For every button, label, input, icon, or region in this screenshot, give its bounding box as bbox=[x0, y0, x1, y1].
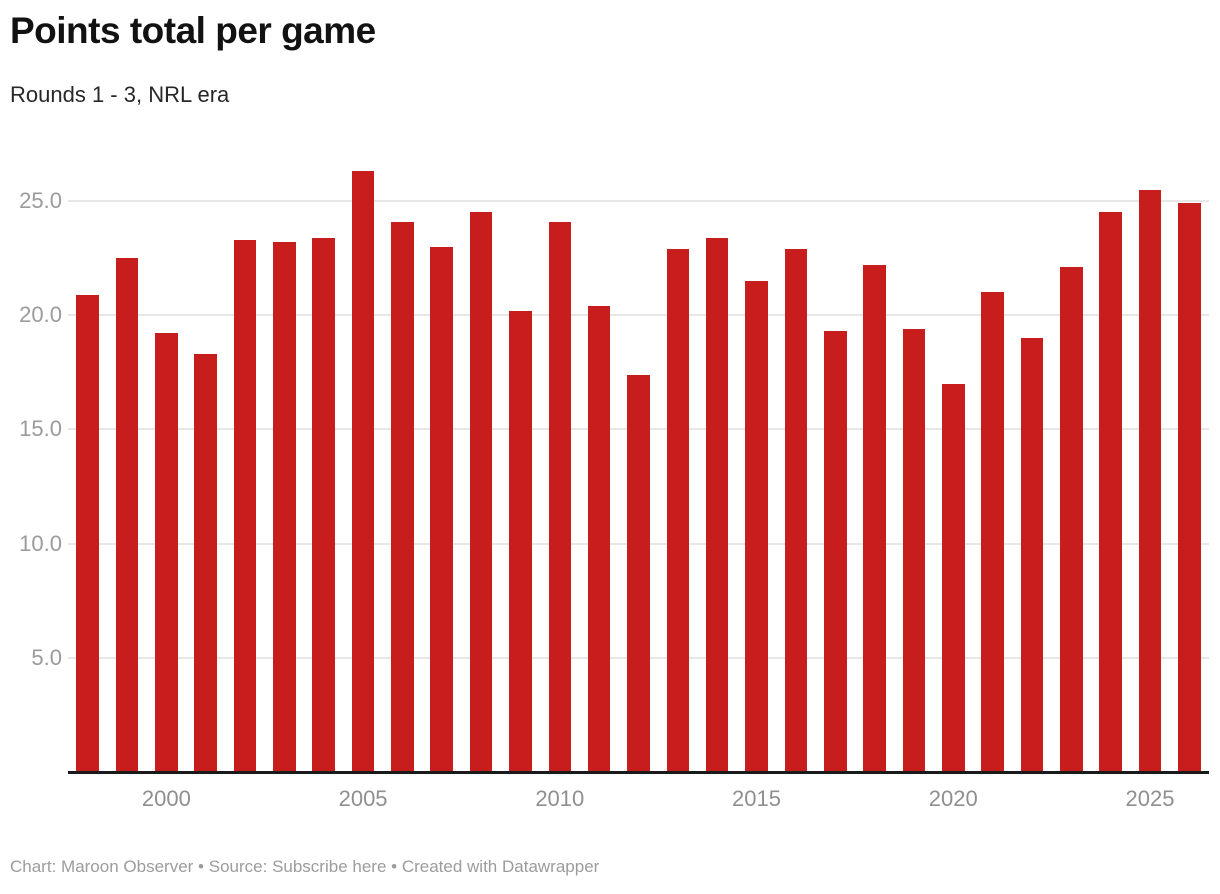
x-axis-tick-label: 2025 bbox=[1125, 786, 1175, 811]
x-axis-tick-label: 2015 bbox=[732, 786, 781, 811]
bar-2013[interactable] bbox=[666, 248, 690, 771]
footer-chart-label: Chart: Maroon Observer bbox=[10, 857, 194, 876]
y-gridline bbox=[68, 200, 1209, 202]
x-axis-tick-label: 2000 bbox=[141, 786, 191, 811]
y-axis-tick-label: 10.0 bbox=[19, 530, 62, 556]
bar-2025[interactable] bbox=[1138, 189, 1162, 771]
footer-source-label: Source: bbox=[208, 857, 268, 876]
y-axis-tick-label: 25.0 bbox=[19, 188, 62, 213]
chart-subtitle: Rounds 1 - 3, NRL era bbox=[10, 82, 230, 107]
bar-2026[interactable] bbox=[1178, 203, 1201, 771]
bar-2001[interactable] bbox=[194, 354, 217, 771]
bar-2016[interactable] bbox=[784, 248, 808, 771]
bar-2021[interactable] bbox=[981, 292, 1004, 771]
footer-credit: Created with Datawrapper bbox=[401, 857, 600, 876]
bar-2009[interactable] bbox=[509, 310, 532, 771]
bar-2019[interactable] bbox=[902, 328, 926, 771]
bar-2008[interactable] bbox=[469, 212, 493, 771]
bar-1999[interactable] bbox=[115, 258, 139, 771]
bar-2004[interactable] bbox=[312, 237, 336, 771]
footer-separator: • bbox=[391, 857, 398, 876]
bar-2000[interactable] bbox=[155, 333, 178, 771]
bar-2014[interactable] bbox=[705, 237, 729, 771]
bar-2023[interactable] bbox=[1059, 267, 1083, 771]
x-axis-tick-label: 2020 bbox=[928, 786, 978, 811]
bar-2024[interactable] bbox=[1099, 212, 1122, 771]
x-axis-tick-label: 2010 bbox=[535, 786, 585, 811]
chart-footer: Chart: Maroon Observer • Source: Subscri… bbox=[10, 857, 599, 877]
y-axis-tick-label: 5.0 bbox=[31, 644, 62, 670]
bar-2020[interactable] bbox=[941, 383, 965, 771]
bar-2002[interactable] bbox=[233, 239, 257, 771]
y-axis-tick-label: 20.0 bbox=[19, 302, 62, 328]
bar-2015[interactable] bbox=[745, 280, 768, 771]
bar-2006[interactable] bbox=[391, 221, 414, 771]
bar-2017[interactable] bbox=[823, 331, 847, 771]
y-axis-tick-label: 15.0 bbox=[19, 416, 62, 442]
bar-2007[interactable] bbox=[430, 246, 454, 771]
footer-separator: • bbox=[198, 857, 204, 876]
bar-2003[interactable] bbox=[273, 242, 296, 771]
chart-title: Points total per game bbox=[10, 10, 376, 51]
bar-2018[interactable] bbox=[863, 264, 886, 771]
bar-2012[interactable] bbox=[627, 374, 650, 771]
bar-2005[interactable] bbox=[351, 171, 375, 771]
x-axis-baseline bbox=[68, 771, 1209, 774]
bar-1998[interactable] bbox=[76, 294, 99, 771]
x-axis-tick-label: 2005 bbox=[338, 786, 388, 811]
bar-2010[interactable] bbox=[548, 221, 572, 771]
bar-2011[interactable] bbox=[587, 306, 611, 771]
bar-2022[interactable] bbox=[1020, 338, 1044, 771]
y-gridline bbox=[68, 314, 1209, 317]
footer-source-link[interactable]: Subscribe here bbox=[272, 857, 387, 876]
